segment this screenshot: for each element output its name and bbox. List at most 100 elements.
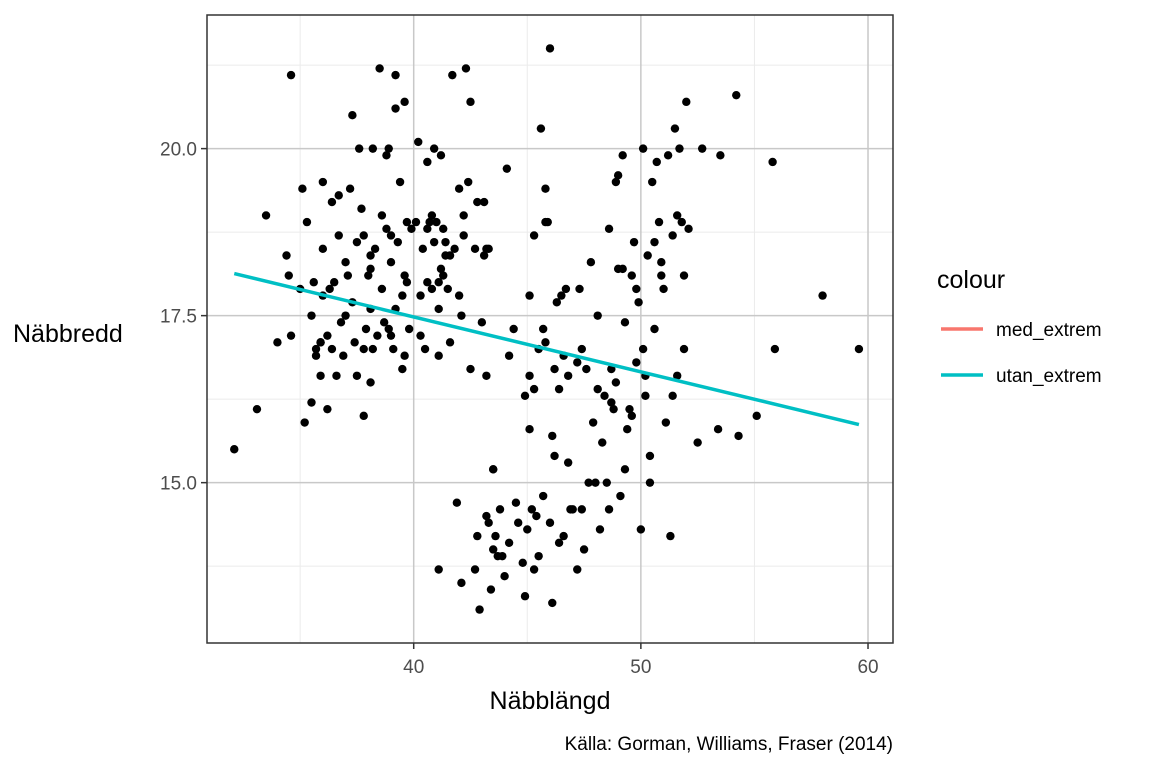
data-point (520, 391, 530, 401)
data-point (666, 531, 675, 541)
data-point (545, 518, 555, 527)
data-point (341, 257, 350, 267)
data-point (318, 244, 328, 254)
data-point (627, 271, 636, 280)
data-point (382, 224, 391, 233)
data-point (657, 257, 666, 267)
data-point (511, 498, 521, 507)
data-point (439, 271, 448, 280)
data-point (552, 298, 562, 307)
data-point (607, 398, 616, 407)
data-point (395, 177, 405, 187)
data-point (620, 465, 630, 474)
data-point (575, 284, 584, 294)
data-point (316, 371, 325, 380)
data-point (573, 358, 582, 367)
data-point (400, 351, 409, 360)
data-point (538, 324, 548, 334)
data-point (368, 344, 378, 354)
data-point (643, 251, 652, 260)
data-point (536, 124, 546, 133)
data-point (457, 578, 466, 588)
data-point (461, 64, 471, 73)
data-point (327, 344, 337, 354)
data-point (445, 338, 455, 347)
data-point (323, 331, 332, 340)
data-point (348, 111, 357, 120)
data-point (352, 237, 362, 247)
data-point (523, 525, 532, 534)
data-point (475, 605, 484, 614)
data-point (443, 284, 452, 294)
data-point (618, 151, 627, 160)
data-point (230, 445, 239, 454)
data-point (411, 217, 421, 227)
data-point (654, 217, 664, 227)
data-point (670, 124, 680, 133)
data-point (261, 211, 271, 220)
data-point (627, 411, 636, 421)
data-point (302, 217, 312, 227)
data-point (452, 498, 462, 507)
data-point (582, 364, 591, 374)
data-point (577, 505, 587, 514)
data-point (330, 278, 339, 287)
data-point (634, 298, 643, 307)
data-point (573, 565, 582, 574)
data-point (373, 331, 382, 340)
data-point (486, 585, 496, 594)
data-point (316, 338, 325, 347)
data-point (854, 344, 864, 354)
data-point (482, 511, 491, 521)
data-point (550, 451, 559, 461)
data-point (491, 531, 500, 541)
data-point (509, 324, 518, 334)
data-point (659, 284, 668, 294)
data-point (591, 478, 600, 487)
data-point (252, 404, 262, 414)
data-point (336, 318, 346, 327)
data-point (284, 271, 293, 280)
axis-ticks: 40 50 60 15.0 17.5 20.0 (160, 140, 879, 678)
data-point (548, 598, 557, 608)
data-point (818, 291, 827, 300)
data-point (489, 465, 498, 474)
data-point (529, 384, 539, 394)
data-point (398, 291, 407, 300)
data-point (327, 197, 337, 207)
data-point (325, 284, 334, 294)
data-point (466, 364, 475, 374)
data-point (636, 525, 646, 534)
data-point (500, 571, 509, 581)
data-point (525, 425, 534, 434)
data-point (464, 177, 473, 187)
data-points (230, 44, 864, 614)
data-point (398, 364, 407, 374)
data-point (298, 184, 307, 193)
data-point (332, 371, 341, 380)
data-point (423, 224, 432, 233)
data-point (625, 404, 634, 414)
data-point (282, 251, 291, 260)
data-point (534, 551, 543, 561)
data-point (459, 211, 468, 220)
data-point (525, 371, 534, 380)
data-point (554, 384, 564, 394)
data-point (543, 217, 552, 227)
data-point (650, 324, 659, 334)
data-point (391, 104, 400, 113)
data-point (414, 137, 423, 147)
data-point (323, 404, 332, 414)
data-point (479, 197, 489, 207)
data-point (525, 291, 534, 300)
y-tick-label: 20.0 (160, 140, 197, 161)
data-point (368, 144, 378, 153)
data-point (366, 264, 375, 274)
data-point (559, 531, 568, 541)
data-point (604, 505, 614, 514)
data-point (657, 271, 666, 280)
data-point (734, 431, 743, 441)
data-point (541, 338, 550, 347)
data-point (454, 291, 464, 300)
